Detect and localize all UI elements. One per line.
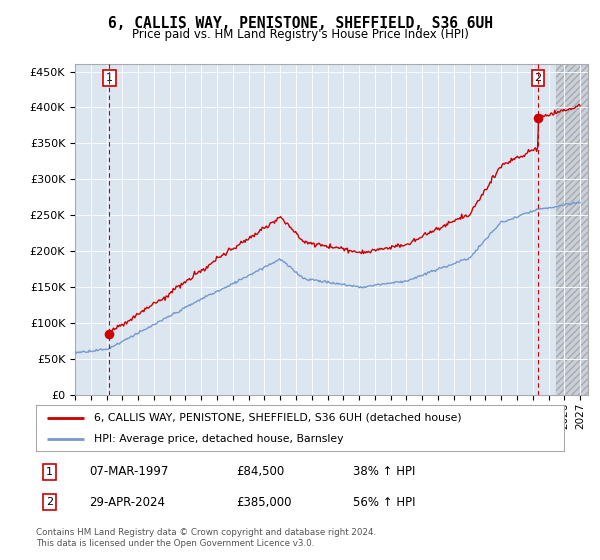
Text: 2: 2 xyxy=(46,497,53,507)
Text: 6, CALLIS WAY, PENISTONE, SHEFFIELD, S36 6UH: 6, CALLIS WAY, PENISTONE, SHEFFIELD, S36… xyxy=(107,16,493,31)
Text: 1: 1 xyxy=(46,467,53,477)
Text: HPI: Average price, detached house, Barnsley: HPI: Average price, detached house, Barn… xyxy=(94,435,344,444)
Text: £84,500: £84,500 xyxy=(236,465,285,478)
Text: Contains HM Land Registry data © Crown copyright and database right 2024.
This d: Contains HM Land Registry data © Crown c… xyxy=(36,528,376,548)
Bar xyxy=(556,64,588,395)
Text: £385,000: £385,000 xyxy=(236,496,292,509)
Text: 6, CALLIS WAY, PENISTONE, SHEFFIELD, S36 6UH (detached house): 6, CALLIS WAY, PENISTONE, SHEFFIELD, S36… xyxy=(94,413,462,423)
Text: 56% ↑ HPI: 56% ↑ HPI xyxy=(353,496,415,509)
Text: 38% ↑ HPI: 38% ↑ HPI xyxy=(353,465,415,478)
Text: 07-MAR-1997: 07-MAR-1997 xyxy=(89,465,168,478)
Text: 29-APR-2024: 29-APR-2024 xyxy=(89,496,165,509)
Bar xyxy=(556,64,588,395)
Text: 1: 1 xyxy=(106,73,113,83)
Text: 2: 2 xyxy=(535,73,542,83)
Text: Price paid vs. HM Land Registry's House Price Index (HPI): Price paid vs. HM Land Registry's House … xyxy=(131,28,469,41)
